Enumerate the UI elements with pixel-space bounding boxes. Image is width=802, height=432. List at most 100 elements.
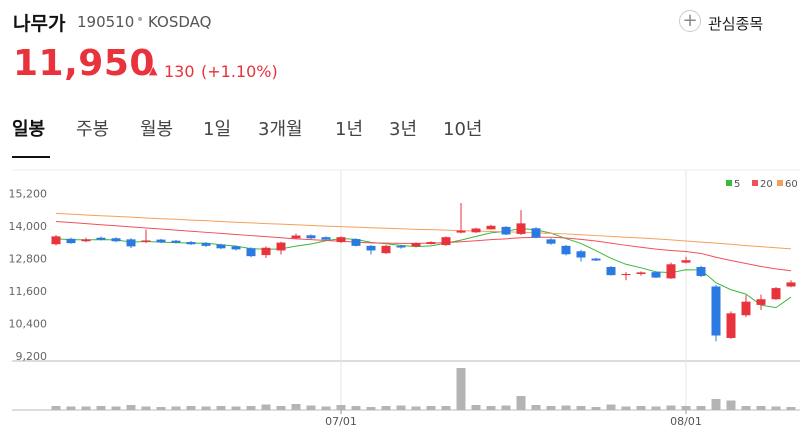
- volume-bar: [126, 405, 136, 410]
- volume-bar: [456, 368, 466, 410]
- volume-bar: [546, 406, 556, 410]
- candle-body: [396, 245, 406, 248]
- candle-body: [276, 242, 286, 251]
- legend-swatch: [752, 180, 758, 186]
- candle-body: [246, 248, 256, 257]
- volume-bar: [786, 407, 796, 410]
- candle-body: [771, 288, 781, 300]
- volume-bar: [381, 406, 391, 410]
- period-tab[interactable]: 3개월: [258, 119, 303, 140]
- stock-name: 나무가: [13, 13, 66, 35]
- candle-body: [381, 245, 391, 254]
- period-tab[interactable]: 1일: [203, 119, 232, 140]
- volume-bar: [576, 406, 586, 410]
- period-tab[interactable]: 월봉: [140, 119, 174, 140]
- volume-bar: [636, 406, 646, 410]
- candle-body: [186, 242, 196, 245]
- volume-bar: [96, 406, 106, 410]
- candle-body: [486, 225, 496, 230]
- period-tab[interactable]: 3년: [389, 119, 418, 140]
- candle-body: [711, 286, 721, 336]
- volume-bar: [51, 406, 61, 410]
- volume-bar: [156, 407, 166, 410]
- period-tab[interactable]: 1년: [335, 119, 364, 140]
- volume-bar: [171, 406, 181, 410]
- volume-bar: [246, 406, 256, 410]
- volume-bar: [561, 405, 571, 410]
- candle-body: [366, 245, 376, 251]
- candle-body: [456, 230, 466, 233]
- volume-bar: [141, 406, 151, 410]
- candle-body: [171, 240, 181, 243]
- candle-body: [471, 228, 481, 233]
- volume-bar: [396, 405, 406, 410]
- watch-button[interactable]: 관심종목: [708, 15, 764, 33]
- candle-body: [426, 242, 436, 244]
- candle-body: [786, 282, 796, 287]
- volume-bar: [591, 407, 601, 410]
- volume-bar: [501, 405, 511, 410]
- volume-bar: [441, 406, 451, 410]
- legend-label: 20: [760, 179, 773, 190]
- legend-label: 60: [785, 179, 798, 190]
- candle-body: [621, 274, 631, 276]
- period-tab[interactable]: 주봉: [76, 119, 110, 140]
- candle-body: [351, 239, 361, 246]
- volume-bar: [366, 407, 376, 410]
- volume-bar: [111, 406, 121, 410]
- volume-bar: [66, 406, 76, 410]
- y-tick-label: 14,000: [9, 220, 48, 233]
- volume-bar: [336, 405, 346, 410]
- candle-body: [261, 247, 271, 256]
- candle-body: [126, 239, 136, 247]
- x-tick-label: 07/01: [325, 415, 357, 428]
- candle-body: [306, 235, 316, 239]
- separator: •: [136, 12, 145, 28]
- volume-bar: [711, 399, 721, 410]
- y-tick-label: 10,400: [9, 317, 48, 330]
- volume-bar: [741, 406, 751, 410]
- candle-body: [546, 239, 556, 244]
- watch-icon[interactable]: +: [679, 10, 701, 32]
- candle-body: [726, 313, 736, 338]
- volume-bar: [186, 406, 196, 410]
- price-change-pct: (+1.10%): [201, 62, 278, 81]
- candle-body: [591, 258, 601, 261]
- legend-label: 5: [734, 179, 740, 190]
- volume-bar: [726, 400, 736, 410]
- candle-body: [756, 299, 766, 305]
- candle-body: [81, 239, 91, 242]
- candle-body: [411, 243, 421, 247]
- period-tab[interactable]: 10년: [443, 119, 483, 140]
- candle-body: [531, 228, 541, 238]
- volume-bar: [291, 404, 301, 410]
- current-price: 11,950: [13, 43, 155, 84]
- y-tick-label: 15,200: [9, 187, 48, 200]
- volume-bar: [531, 405, 541, 410]
- volume-bar: [771, 406, 781, 410]
- volume-bar: [681, 406, 691, 410]
- candle-body: [201, 243, 211, 246]
- volume-bar: [486, 406, 496, 410]
- candle-body: [336, 237, 346, 243]
- candle-body: [636, 272, 646, 275]
- legend-swatch: [777, 180, 783, 186]
- volume-bar: [696, 406, 706, 410]
- x-tick-label: 08/01: [670, 415, 702, 428]
- y-tick-label: 12,800: [9, 252, 48, 265]
- candle-body: [741, 301, 751, 316]
- volume-bar: [426, 406, 436, 410]
- price-change: 130: [164, 62, 195, 81]
- period-tab[interactable]: 일봉: [12, 119, 46, 140]
- moving-average-line: [55, 220, 792, 272]
- volume-bar: [216, 406, 226, 410]
- candle-body: [441, 237, 451, 246]
- candle-body: [501, 226, 511, 235]
- y-tick-label: 9,200: [16, 350, 48, 363]
- volume-bar: [81, 406, 91, 410]
- volume-bar: [231, 406, 241, 410]
- candle-body: [666, 264, 676, 279]
- candle-body: [156, 239, 166, 243]
